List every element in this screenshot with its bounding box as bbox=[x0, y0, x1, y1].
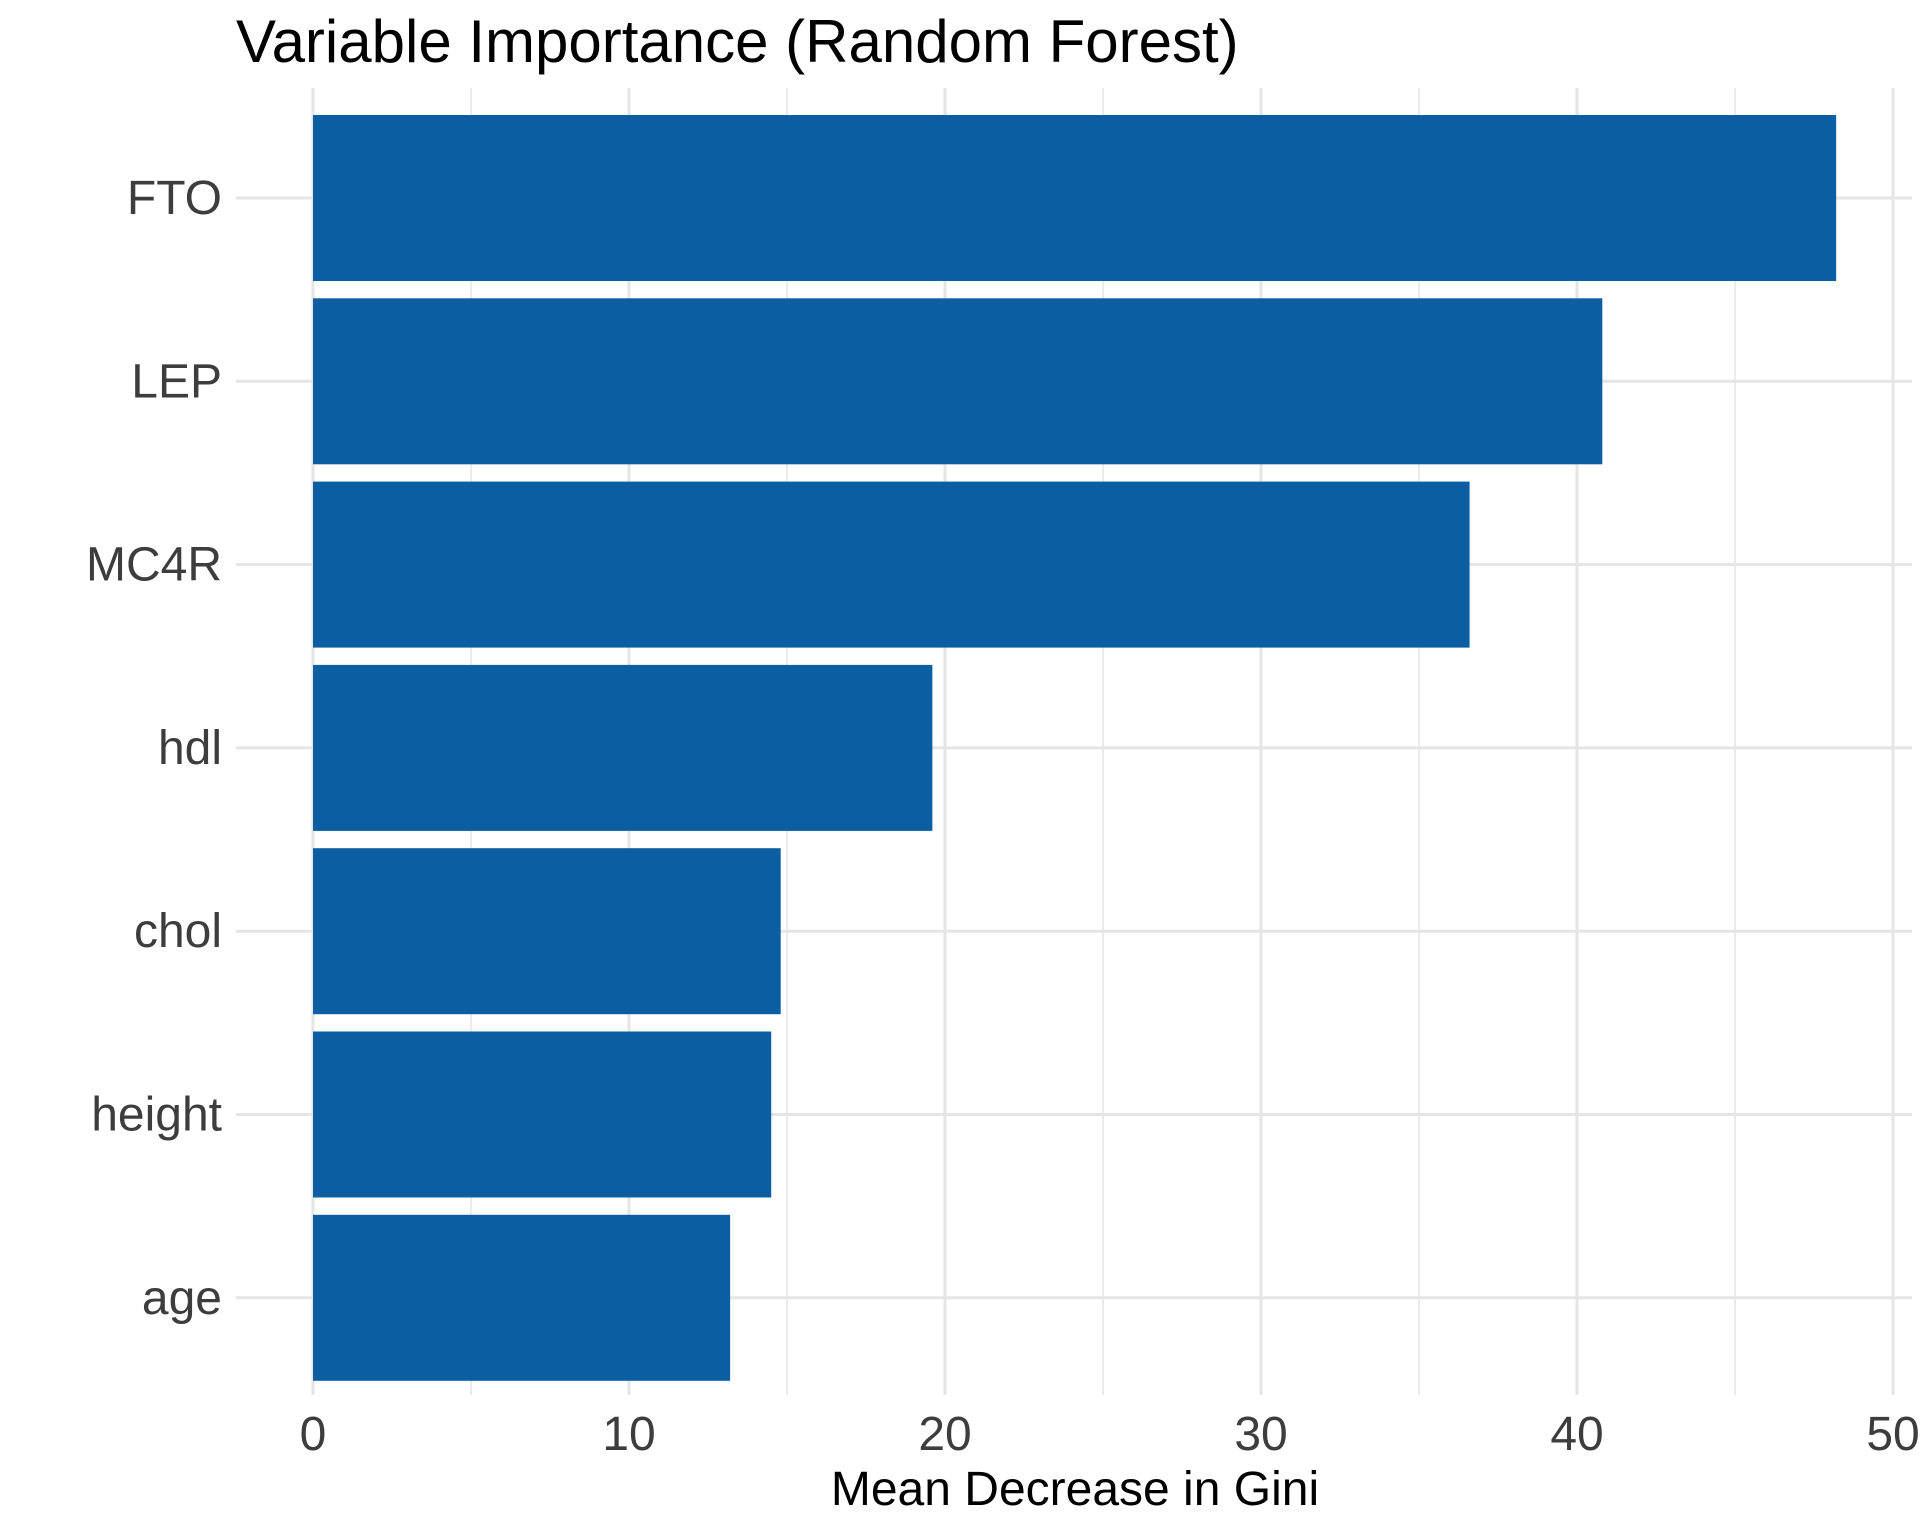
x-tick-label: 0 bbox=[300, 1408, 327, 1461]
x-tick-label: 50 bbox=[1866, 1408, 1919, 1461]
x-axis-tick-labels: 0 10 20 30 40 50 bbox=[300, 1408, 1920, 1461]
y-tick-label: height bbox=[91, 1089, 222, 1142]
bar-mc4r bbox=[313, 481, 1470, 648]
bar-hdl bbox=[313, 664, 933, 831]
x-tick-label: 30 bbox=[1234, 1408, 1287, 1461]
bar-age bbox=[313, 1214, 731, 1381]
y-axis-tick-labels: FTO LEP MC4R hdl chol height age bbox=[86, 172, 222, 1325]
y-tick-label: chol bbox=[134, 905, 222, 958]
x-tick-label: 20 bbox=[918, 1408, 971, 1461]
bar-chol bbox=[313, 848, 781, 1015]
y-tick-label: MC4R bbox=[86, 539, 222, 592]
bar-lep bbox=[313, 298, 1603, 465]
y-tick-label: age bbox=[142, 1272, 222, 1325]
bars bbox=[313, 115, 1837, 1381]
y-tick-label: FTO bbox=[127, 172, 222, 225]
chart-title: Variable Importance (Random Forest) bbox=[236, 8, 1239, 75]
x-axis-title: Mean Decrease in Gini bbox=[831, 1463, 1319, 1516]
bar-fto bbox=[313, 115, 1837, 281]
x-tick-label: 40 bbox=[1550, 1408, 1603, 1461]
y-tick-label: hdl bbox=[158, 722, 222, 775]
x-tick-label: 10 bbox=[602, 1408, 655, 1461]
y-tick-label: LEP bbox=[131, 355, 222, 408]
bar-height bbox=[313, 1031, 772, 1198]
